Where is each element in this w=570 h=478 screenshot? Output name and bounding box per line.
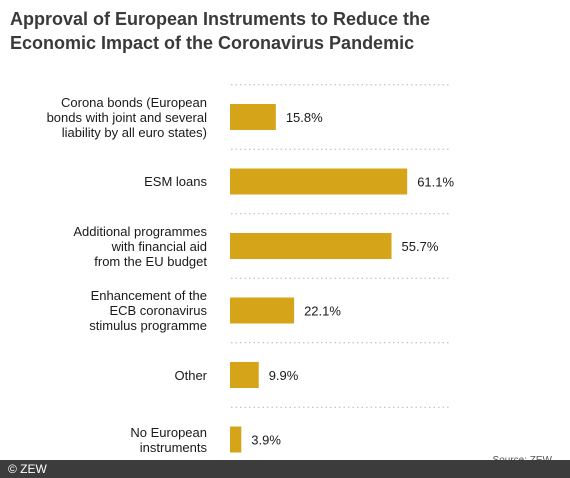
bar <box>230 426 242 453</box>
copyright-credit: © ZEW <box>8 462 47 476</box>
value-label: 15.8% <box>286 110 323 125</box>
category-label: Enhancement of the ECB coronavirus stimu… <box>89 288 207 333</box>
category-label: Other <box>174 367 207 383</box>
bar <box>230 362 259 388</box>
value-label: 9.9% <box>269 368 299 383</box>
category-label: Additional programmes with financial aid… <box>73 223 207 269</box>
value-label: 3.9% <box>251 433 281 448</box>
category-label: ESM loans <box>144 174 207 189</box>
value-label: 22.1% <box>304 304 341 319</box>
category-label: Corona bonds (European bonds with joint … <box>46 94 207 140</box>
bar <box>230 104 276 130</box>
bar <box>230 297 295 324</box>
bar <box>230 233 392 259</box>
chart-title: Approval of European Instruments to Redu… <box>10 9 431 53</box>
value-label: 55.7% <box>402 239 439 254</box>
category-label: No European instruments <box>130 424 207 455</box>
value-label: 61.1% <box>417 175 454 190</box>
credit-bar: © ZEW <box>0 460 570 478</box>
bar <box>230 168 408 195</box>
